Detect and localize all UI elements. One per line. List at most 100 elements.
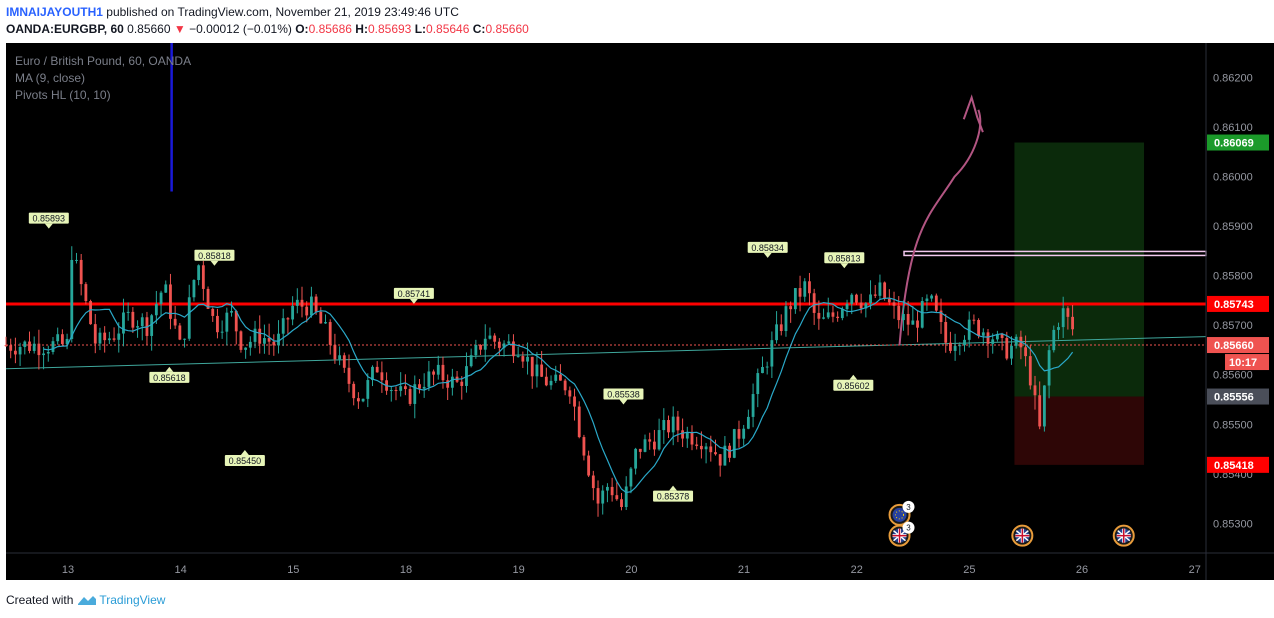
candle-body — [436, 364, 440, 375]
candle — [432, 369, 435, 386]
candle — [718, 454, 722, 477]
candle-body — [309, 296, 313, 316]
pivot-label-pointer — [240, 450, 249, 456]
candle — [775, 311, 778, 344]
pivot-label-text: 0.85893 — [33, 214, 66, 224]
legend-ma[interactable]: MA (9, close) — [15, 71, 85, 85]
curved-arrow[interactable] — [898, 109, 982, 346]
candle — [479, 344, 482, 355]
time-tick: 14 — [175, 564, 187, 576]
candle — [497, 338, 501, 356]
candle — [248, 336, 252, 356]
ma-line[interactable] — [43, 297, 1074, 494]
candle-body — [356, 398, 360, 402]
published-text: published on TradingView.com, November 2… — [106, 5, 459, 19]
candle-body — [549, 380, 553, 386]
candle-body — [695, 444, 699, 446]
candle-body — [643, 439, 647, 452]
candle-body — [272, 341, 276, 346]
candle-body — [859, 302, 863, 309]
candle — [483, 324, 487, 362]
candle-body — [657, 430, 661, 450]
candle-body — [526, 356, 529, 362]
candle — [906, 301, 910, 336]
candle — [587, 450, 591, 478]
candle — [554, 365, 558, 384]
candle-body — [775, 324, 778, 341]
candle-body — [112, 338, 116, 340]
candle-body — [399, 386, 403, 391]
candle-body — [930, 295, 934, 299]
candle — [126, 302, 130, 321]
candle-body — [873, 294, 877, 296]
price-label-badge — [1207, 456, 1269, 473]
candle-body — [441, 364, 445, 381]
pivot-label-box — [603, 388, 644, 400]
time-tick: 27 — [1189, 564, 1201, 576]
target-zone[interactable] — [1014, 142, 1145, 397]
pivot-label: 0.85618 — [149, 366, 190, 383]
candle-body — [793, 288, 797, 310]
candle-body — [972, 319, 976, 321]
candle-body — [389, 390, 393, 392]
candle-body — [28, 341, 31, 351]
candle-body — [42, 353, 45, 356]
candle-body — [474, 344, 478, 356]
candle-body — [432, 371, 435, 375]
uk-flag-icon[interactable] — [1112, 524, 1135, 547]
candle — [784, 301, 788, 337]
candle-body — [183, 338, 186, 340]
candle-body — [150, 315, 154, 336]
candle-body — [770, 340, 774, 367]
candle — [657, 418, 661, 451]
tradingview-brand[interactable]: TradingView — [99, 593, 166, 607]
candle — [944, 314, 948, 353]
candle — [366, 373, 370, 408]
candle-body — [460, 381, 464, 386]
candle — [648, 432, 652, 450]
candle-body — [812, 293, 816, 313]
candle — [206, 286, 210, 309]
pivot-label-box — [824, 252, 865, 264]
uk-flag-icon[interactable]: 3 — [888, 521, 915, 547]
pivot-label-box — [747, 241, 788, 253]
pivot-label-box — [393, 287, 434, 299]
candle-body — [488, 335, 492, 339]
candle — [723, 436, 727, 466]
candle — [742, 424, 746, 446]
candle-body — [347, 367, 351, 384]
candle — [272, 334, 276, 356]
candle-body — [596, 488, 600, 504]
candle — [610, 477, 614, 502]
pivot-label: 0.85538 — [603, 388, 644, 405]
candle — [342, 352, 346, 373]
candle-body — [1000, 334, 1004, 339]
candle-body — [84, 284, 88, 302]
candle — [324, 314, 327, 324]
candle — [925, 294, 929, 311]
countdown-text: 10:17 — [1229, 357, 1257, 369]
price-label-badge — [1207, 388, 1269, 405]
pivot-label-pointer — [763, 252, 772, 258]
uk-flag-icon[interactable] — [1011, 524, 1034, 547]
candle-body — [911, 320, 915, 325]
pivot-label-pointer — [849, 374, 858, 380]
legend-pivots[interactable]: Pivots HL (10, 10) — [15, 88, 111, 102]
author-name[interactable]: IMNAIJAYOUTH1 — [6, 5, 103, 19]
stop-zone[interactable] — [1014, 396, 1145, 465]
candle-body — [98, 332, 102, 344]
candle-body — [906, 313, 910, 325]
candle-body — [497, 341, 501, 348]
arrow-head[interactable] — [962, 94, 984, 133]
pivot-label-box — [149, 371, 190, 383]
candle-body — [422, 386, 426, 389]
candle-body — [601, 490, 605, 504]
candle-body — [131, 311, 135, 328]
candle — [845, 299, 849, 317]
candle — [305, 301, 309, 323]
candle — [972, 314, 976, 325]
candle-body — [920, 301, 924, 328]
candle — [667, 415, 670, 439]
pivot-label-text: 0.85818 — [198, 251, 231, 261]
